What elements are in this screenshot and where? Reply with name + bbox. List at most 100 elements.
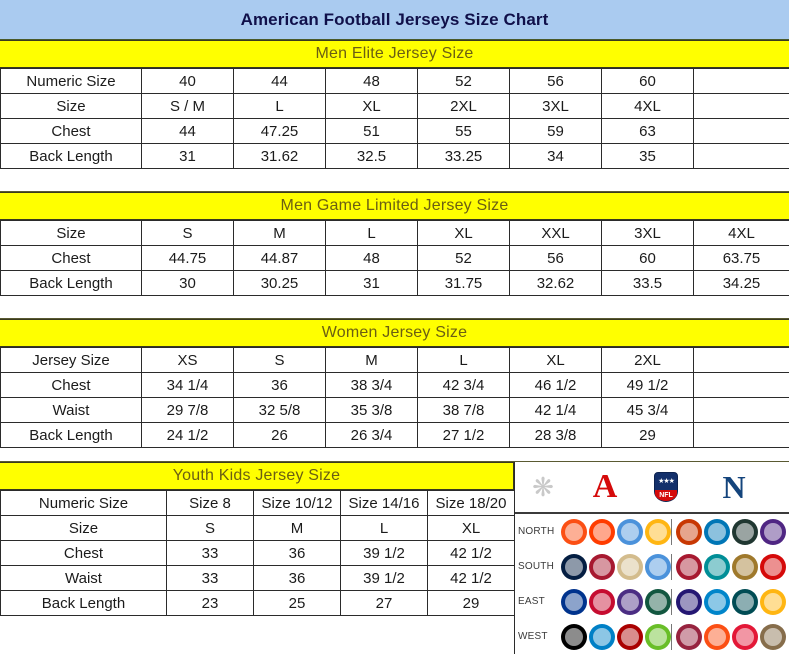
team-logo-broncos[interactable] (703, 623, 730, 650)
team-logo-bills[interactable] (560, 588, 587, 615)
data-cell: 3XL (601, 220, 694, 246)
data-cell: 44 (233, 68, 326, 94)
table-row: Size S M L XL XXL 3XL 4XL (0, 220, 789, 246)
division-row: NORTH (515, 514, 789, 549)
row-label: Back Length (0, 270, 142, 296)
data-cell: 36 (253, 540, 341, 566)
data-cell: 31 (325, 270, 418, 296)
data-cell: Size 18/20 (427, 490, 515, 516)
team-logo-patriots[interactable] (588, 588, 615, 615)
team-logo-seahawks[interactable] (644, 623, 671, 650)
data-cell: 33.25 (417, 143, 510, 169)
data-cell: 34 1/4 (141, 372, 234, 398)
data-cell: XL (427, 515, 515, 541)
data-cell: 56 (509, 68, 602, 94)
chart-title-bar: American Football Jerseys Size Chart (0, 0, 789, 40)
team-logo-giants[interactable] (616, 588, 643, 615)
table-row: Back Length 24 1/2 26 26 3/4 27 1/2 28 3/8 29 (0, 422, 789, 448)
team-logo-bears[interactable] (675, 518, 702, 545)
team-logo-raiders[interactable] (560, 623, 587, 650)
team-logo-lions[interactable] (703, 518, 730, 545)
row-label: Chest (0, 245, 142, 271)
team-logo-jaguars[interactable] (731, 553, 758, 580)
size-table-women: Jersey Size XS S M L XL 2XL Chest 34 1/4 36 38 3/4… (0, 347, 789, 448)
data-cell: 27 (340, 590, 428, 616)
data-cell: 47.25 (233, 118, 326, 144)
data-cell: 36 (253, 565, 341, 591)
table-row: Numeric Size Size 8 Size 10/12 Size 14/16 Si… (0, 490, 515, 516)
table-row: Back Length 31 31.62 32.5 33.25 34 35 (0, 143, 789, 169)
data-cell: 48 (325, 245, 418, 271)
team-logo-packers[interactable] (731, 518, 758, 545)
data-cell: 26 (233, 422, 326, 448)
team-logo-jets[interactable] (644, 588, 671, 615)
youth-section: Youth Kids Jersey Size Numeric Size Size 8… (0, 462, 515, 654)
row-label: Back Length (0, 590, 167, 616)
data-cell: 33 (166, 565, 254, 591)
data-cell: 29 (601, 422, 694, 448)
data-cell: Size 8 (166, 490, 254, 516)
sections-container: Men Elite Jersey Size Numeric Size 40 44 48 5… (0, 40, 789, 654)
data-cell: 4XL (693, 220, 789, 246)
table-row: Jersey Size XS S M L XL 2XL (0, 347, 789, 373)
team-logo-redskins[interactable] (759, 588, 786, 615)
team-logo-texans[interactable] (588, 553, 615, 580)
data-cell: 32 5/8 (233, 397, 326, 423)
team-logo-ravens[interactable] (675, 588, 702, 615)
team-logo-titans[interactable] (644, 553, 671, 580)
team-logo-cowboys[interactable] (560, 553, 587, 580)
division-row: SOUTH (515, 549, 789, 584)
data-cell: 28 3/8 (509, 422, 602, 448)
table-row: Size S M L XL (0, 515, 515, 541)
bottom-region: Youth Kids Jersey Size Numeric Size Size 8… (0, 462, 789, 654)
team-logo-colts[interactable] (616, 518, 643, 545)
nfl-teams-panel: ❋ A ★★★ NFL N NORTH SOUTH EAST WEST (514, 462, 789, 654)
data-cell: Size 14/16 (340, 490, 428, 516)
team-logo-49ers[interactable] (616, 623, 643, 650)
team-logo-buccaneers[interactable] (759, 553, 786, 580)
row-label: Size (0, 515, 167, 541)
section-gap (0, 169, 789, 192)
data-cell: 44.75 (141, 245, 234, 271)
team-logo-chargers[interactable] (588, 623, 615, 650)
table-row: Numeric Size 40 44 48 52 56 60 (0, 68, 789, 94)
team-logo-bengals[interactable] (560, 518, 587, 545)
team-logo-cardinals[interactable] (675, 623, 702, 650)
team-logo-vikings[interactable] (759, 518, 786, 545)
page-title: American Football Jerseys Size Chart (240, 9, 549, 29)
team-logo-saints[interactable] (616, 553, 643, 580)
table-row: Waist 33 36 39 1/2 42 1/2 (0, 565, 515, 591)
data-cell: M (253, 515, 341, 541)
size-table-men-elite: Numeric Size 40 44 48 52 56 60 Size S / M L XL 2XL 3… (0, 68, 789, 169)
section-banner-youth-kids: Youth Kids Jersey Size (0, 462, 514, 490)
data-cell: 44 (141, 118, 234, 144)
section-gap (0, 448, 789, 462)
afc-team-group (560, 518, 671, 545)
data-cell: 42 1/2 (427, 565, 515, 591)
table-row: Size S / M L XL 2XL 3XL 4XL (0, 93, 789, 119)
team-logo-steelers[interactable] (644, 518, 671, 545)
row-label: Chest (0, 372, 142, 398)
row-label: Size (0, 220, 142, 246)
division-label: NORTH (518, 526, 555, 537)
afc-team-group (560, 588, 671, 615)
team-logo-panthers[interactable] (703, 588, 730, 615)
section-banner-men-game-limited: Men Game Limited Jersey Size (0, 192, 789, 220)
data-cell: 35 (601, 143, 694, 169)
team-logo-dolphins[interactable] (703, 553, 730, 580)
data-cell: 38 7/8 (417, 397, 510, 423)
afc-team-group (560, 623, 671, 650)
team-logo-eagles[interactable] (731, 588, 758, 615)
nfc-team-group (670, 623, 789, 650)
data-cell: 60 (601, 68, 694, 94)
nfc-team-group (670, 518, 789, 545)
team-logo-falcons[interactable] (675, 553, 702, 580)
data-cell: 31 (141, 143, 234, 169)
data-cell: 44.87 (233, 245, 326, 271)
team-logo-chiefs[interactable] (731, 623, 758, 650)
team-logo-browns[interactable] (588, 518, 615, 545)
data-cell: 42 1/4 (509, 397, 602, 423)
team-logo-rams[interactable] (759, 623, 786, 650)
data-cell: 30.25 (233, 270, 326, 296)
